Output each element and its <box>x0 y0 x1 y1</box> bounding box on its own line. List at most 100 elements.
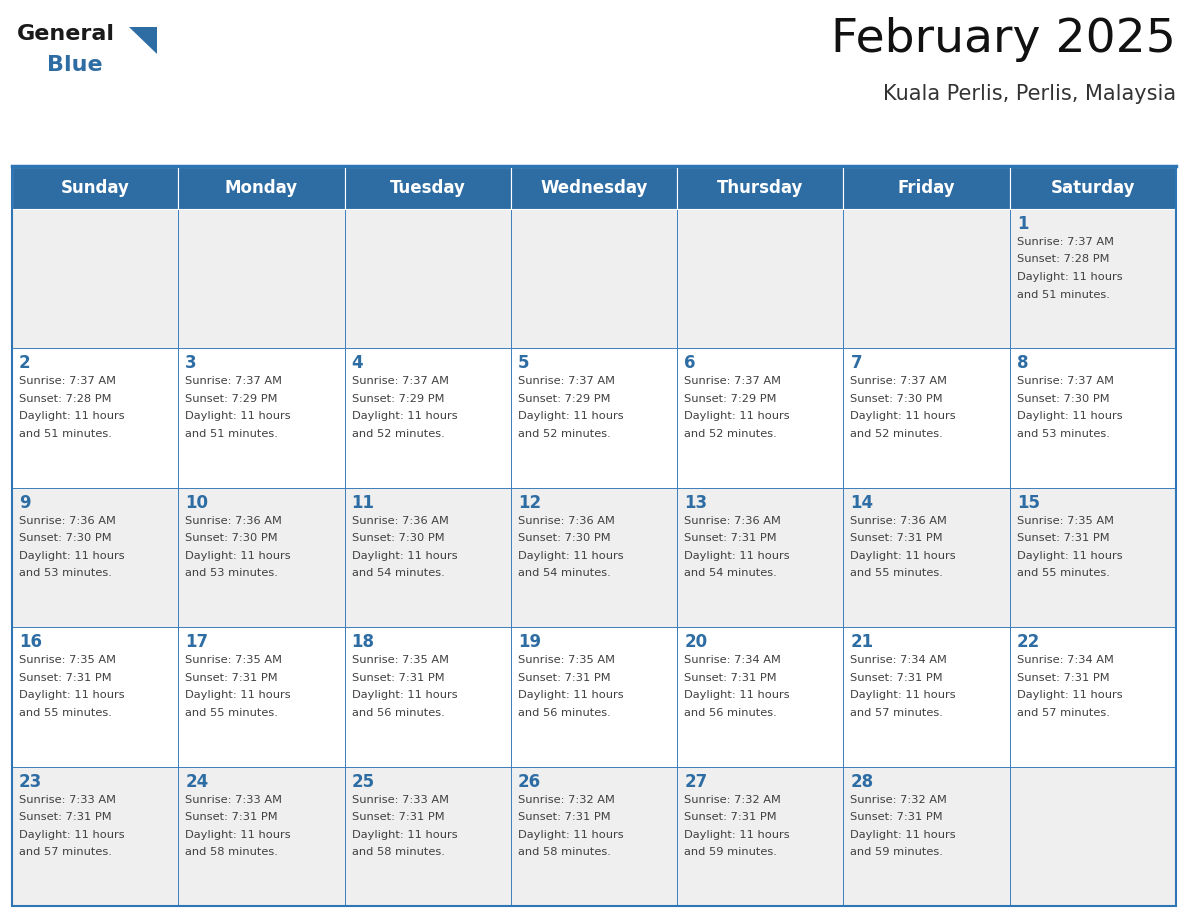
Text: Daylight: 11 hours: Daylight: 11 hours <box>851 830 956 840</box>
Text: Sunrise: 7:36 AM: Sunrise: 7:36 AM <box>684 516 781 526</box>
Text: Sunrise: 7:37 AM: Sunrise: 7:37 AM <box>352 376 449 386</box>
Text: and 58 minutes.: and 58 minutes. <box>185 847 278 857</box>
Text: 27: 27 <box>684 773 707 790</box>
Text: and 56 minutes.: and 56 minutes. <box>684 708 777 718</box>
Text: 10: 10 <box>185 494 208 512</box>
Text: Sunset: 7:31 PM: Sunset: 7:31 PM <box>19 673 112 683</box>
Text: and 56 minutes.: and 56 minutes. <box>518 708 611 718</box>
Text: Sunrise: 7:34 AM: Sunrise: 7:34 AM <box>851 655 947 666</box>
Text: and 55 minutes.: and 55 minutes. <box>185 708 278 718</box>
Text: Monday: Monday <box>225 179 298 197</box>
Text: Sunset: 7:31 PM: Sunset: 7:31 PM <box>851 673 943 683</box>
Text: and 57 minutes.: and 57 minutes. <box>19 847 112 857</box>
Bar <box>1010 349 1176 487</box>
Bar <box>843 167 1010 209</box>
Text: General: General <box>17 24 115 44</box>
Bar <box>511 487 677 627</box>
Text: Daylight: 11 hours: Daylight: 11 hours <box>518 411 624 421</box>
Bar <box>677 167 843 209</box>
Text: Daylight: 11 hours: Daylight: 11 hours <box>684 551 790 561</box>
Text: and 51 minutes.: and 51 minutes. <box>185 429 278 439</box>
Text: Sunrise: 7:33 AM: Sunrise: 7:33 AM <box>352 795 449 804</box>
Text: Sunrise: 7:32 AM: Sunrise: 7:32 AM <box>518 795 614 804</box>
Bar <box>345 349 511 487</box>
Text: 21: 21 <box>851 633 873 651</box>
Text: Sunrise: 7:37 AM: Sunrise: 7:37 AM <box>518 376 615 386</box>
Text: Daylight: 11 hours: Daylight: 11 hours <box>19 830 125 840</box>
Text: 23: 23 <box>19 773 43 790</box>
Bar <box>511 767 677 906</box>
Bar <box>843 209 1010 349</box>
Bar <box>178 487 345 627</box>
Text: Sunset: 7:31 PM: Sunset: 7:31 PM <box>684 812 777 823</box>
Bar <box>178 167 345 209</box>
Text: 12: 12 <box>518 494 541 512</box>
Text: Daylight: 11 hours: Daylight: 11 hours <box>1017 551 1123 561</box>
Text: 2: 2 <box>19 354 31 373</box>
Text: and 59 minutes.: and 59 minutes. <box>851 847 943 857</box>
Text: Sunrise: 7:36 AM: Sunrise: 7:36 AM <box>19 516 116 526</box>
Text: Wednesday: Wednesday <box>541 179 647 197</box>
Text: 14: 14 <box>851 494 873 512</box>
Text: Daylight: 11 hours: Daylight: 11 hours <box>1017 272 1123 282</box>
Text: Sunset: 7:31 PM: Sunset: 7:31 PM <box>851 812 943 823</box>
Text: Sunrise: 7:32 AM: Sunrise: 7:32 AM <box>684 795 781 804</box>
Text: 20: 20 <box>684 633 707 651</box>
Text: Sunset: 7:31 PM: Sunset: 7:31 PM <box>185 673 278 683</box>
Text: 6: 6 <box>684 354 696 373</box>
Text: Sunset: 7:28 PM: Sunset: 7:28 PM <box>1017 254 1110 264</box>
Text: 1: 1 <box>1017 215 1029 233</box>
Text: and 55 minutes.: and 55 minutes. <box>1017 568 1110 578</box>
Bar <box>345 209 511 349</box>
Text: Sunset: 7:30 PM: Sunset: 7:30 PM <box>185 533 278 543</box>
Text: 3: 3 <box>185 354 197 373</box>
Text: Sunrise: 7:37 AM: Sunrise: 7:37 AM <box>19 376 116 386</box>
Text: Sunset: 7:29 PM: Sunset: 7:29 PM <box>518 394 611 404</box>
Text: Sunrise: 7:35 AM: Sunrise: 7:35 AM <box>518 655 615 666</box>
Text: Sunset: 7:31 PM: Sunset: 7:31 PM <box>352 673 444 683</box>
Text: Daylight: 11 hours: Daylight: 11 hours <box>352 551 457 561</box>
Text: Sunday: Sunday <box>61 179 129 197</box>
Text: Sunrise: 7:33 AM: Sunrise: 7:33 AM <box>185 795 283 804</box>
Bar <box>511 627 677 767</box>
Text: and 52 minutes.: and 52 minutes. <box>518 429 611 439</box>
Text: Sunrise: 7:35 AM: Sunrise: 7:35 AM <box>1017 516 1113 526</box>
Text: Sunset: 7:29 PM: Sunset: 7:29 PM <box>684 394 777 404</box>
Text: and 55 minutes.: and 55 minutes. <box>851 568 943 578</box>
Text: and 52 minutes.: and 52 minutes. <box>352 429 444 439</box>
Text: Sunrise: 7:35 AM: Sunrise: 7:35 AM <box>19 655 116 666</box>
Text: 22: 22 <box>1017 633 1040 651</box>
Text: Daylight: 11 hours: Daylight: 11 hours <box>518 830 624 840</box>
Bar <box>511 167 677 209</box>
Text: Sunrise: 7:35 AM: Sunrise: 7:35 AM <box>352 655 449 666</box>
Bar <box>12 167 1176 906</box>
Text: 8: 8 <box>1017 354 1029 373</box>
Text: Sunset: 7:31 PM: Sunset: 7:31 PM <box>684 673 777 683</box>
Text: Daylight: 11 hours: Daylight: 11 hours <box>1017 411 1123 421</box>
Bar <box>1010 627 1176 767</box>
Bar <box>511 349 677 487</box>
Text: Daylight: 11 hours: Daylight: 11 hours <box>185 830 291 840</box>
Text: and 51 minutes.: and 51 minutes. <box>1017 289 1110 299</box>
Bar <box>345 767 511 906</box>
Text: Daylight: 11 hours: Daylight: 11 hours <box>851 551 956 561</box>
Text: and 51 minutes.: and 51 minutes. <box>19 429 112 439</box>
Text: Sunset: 7:30 PM: Sunset: 7:30 PM <box>518 533 611 543</box>
Text: Sunrise: 7:32 AM: Sunrise: 7:32 AM <box>851 795 947 804</box>
Bar <box>843 349 1010 487</box>
Bar <box>1010 209 1176 349</box>
Bar <box>178 767 345 906</box>
Text: Sunset: 7:29 PM: Sunset: 7:29 PM <box>352 394 444 404</box>
Text: 15: 15 <box>1017 494 1040 512</box>
Bar <box>1010 167 1176 209</box>
Text: Daylight: 11 hours: Daylight: 11 hours <box>684 690 790 700</box>
Text: Sunset: 7:28 PM: Sunset: 7:28 PM <box>19 394 112 404</box>
Text: Saturday: Saturday <box>1050 179 1135 197</box>
Text: Daylight: 11 hours: Daylight: 11 hours <box>851 411 956 421</box>
Text: Daylight: 11 hours: Daylight: 11 hours <box>518 690 624 700</box>
Bar <box>677 209 843 349</box>
Text: Blue: Blue <box>48 55 102 75</box>
Text: and 52 minutes.: and 52 minutes. <box>851 429 943 439</box>
Text: 19: 19 <box>518 633 541 651</box>
Text: Sunrise: 7:37 AM: Sunrise: 7:37 AM <box>1017 237 1113 247</box>
